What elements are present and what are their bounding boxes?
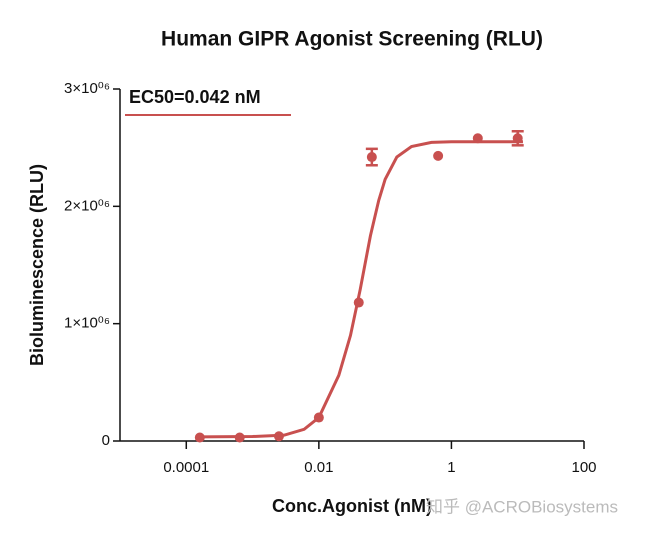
data-point bbox=[512, 133, 523, 144]
data-point bbox=[353, 297, 364, 308]
y-tick-label: 3×10⁰⁶ bbox=[64, 80, 110, 97]
data-point bbox=[273, 431, 284, 442]
data-point bbox=[433, 150, 444, 161]
data-point bbox=[313, 412, 324, 423]
watermark: 知乎 @ACROBiosystems bbox=[426, 497, 618, 516]
fit-curve bbox=[199, 140, 523, 439]
data-point bbox=[234, 432, 245, 443]
annotation: EC50=0.042 nM bbox=[129, 87, 261, 107]
data-point bbox=[366, 152, 377, 163]
y-tick-label: 0 bbox=[102, 432, 110, 449]
x-tick-label: 0.01 bbox=[304, 459, 333, 476]
chart-title: Human GIPR Agonist Screening (RLU) bbox=[161, 28, 543, 51]
y-tick-label: 1×10⁰⁶ bbox=[64, 315, 110, 332]
x-axis-label: Conc.Agonist (nM) bbox=[272, 496, 432, 516]
x-tick-label: 0.0001 bbox=[163, 459, 209, 476]
x-tick-label: 1 bbox=[447, 459, 455, 476]
y-tick-label: 2×10⁰⁶ bbox=[64, 197, 110, 214]
data-point bbox=[472, 133, 483, 144]
data-point bbox=[194, 432, 205, 443]
x-tick-label: 100 bbox=[571, 459, 596, 476]
y-axis-label: Bioluminescence (RLU) bbox=[27, 164, 47, 366]
